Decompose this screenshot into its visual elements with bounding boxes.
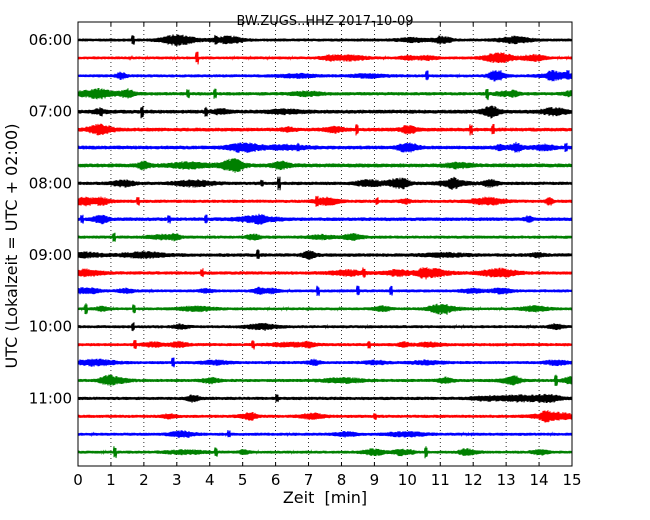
trace-1030 bbox=[77, 357, 573, 368]
x-tick-label: 3 bbox=[172, 471, 182, 489]
trace-0930 bbox=[77, 285, 573, 297]
y-tick-label: 11:00 bbox=[29, 389, 72, 407]
trace-1100 bbox=[77, 393, 573, 404]
seismogram-traces bbox=[77, 34, 573, 459]
y-tick-label: 08:00 bbox=[29, 174, 72, 192]
trace-0700 bbox=[77, 105, 573, 119]
plot-frame bbox=[77, 21, 573, 467]
trace-0630 bbox=[77, 70, 573, 82]
x-tick-label: 10 bbox=[398, 471, 417, 489]
y-axis-ticks: 06:00 07:00 08:00 09:00 10:00 11:00 bbox=[29, 31, 572, 407]
x-tick-label: 8 bbox=[337, 471, 347, 489]
trace-0945 bbox=[77, 303, 573, 315]
trace-0815 bbox=[77, 195, 573, 207]
x-tick-label: 4 bbox=[205, 471, 215, 489]
trace-0830 bbox=[77, 213, 573, 225]
trace-0845 bbox=[77, 232, 573, 242]
y-tick-label: 06:00 bbox=[29, 31, 72, 49]
x-tick-label: 12 bbox=[464, 471, 483, 489]
trace-0745 bbox=[77, 158, 573, 173]
x-axis-ticks: 0 1 2 3 4 5 6 7 8 9 10 11 12 13 14 15 bbox=[73, 22, 582, 489]
trace-1015 bbox=[77, 340, 573, 350]
x-tick-label: 15 bbox=[562, 471, 581, 489]
trace-0730 bbox=[77, 141, 573, 153]
trace-0900 bbox=[77, 249, 573, 260]
trace-1145 bbox=[77, 446, 573, 459]
trace-0715 bbox=[77, 123, 573, 136]
trace-1000 bbox=[77, 322, 573, 332]
trace-0615 bbox=[77, 51, 573, 65]
trace-1130 bbox=[77, 430, 573, 439]
x-tick-label: 6 bbox=[271, 471, 281, 489]
x-tick-label: 13 bbox=[497, 471, 516, 489]
x-tick-label: 7 bbox=[304, 471, 314, 489]
trace-0600 bbox=[77, 34, 573, 46]
trace-0915 bbox=[77, 267, 573, 280]
x-axis-label: Zeit [min] bbox=[283, 488, 367, 507]
x-tick-label: 1 bbox=[106, 471, 116, 489]
x-tick-label: 11 bbox=[431, 471, 450, 489]
x-tick-label: 2 bbox=[139, 471, 149, 489]
trace-1115 bbox=[77, 410, 573, 423]
y-tick-label: 09:00 bbox=[29, 246, 72, 264]
trace-1045 bbox=[77, 374, 573, 386]
y-tick-label: 07:00 bbox=[29, 103, 72, 121]
x-tick-label: 5 bbox=[238, 471, 248, 489]
y-tick-label: 10:00 bbox=[29, 318, 72, 336]
trace-0800 bbox=[77, 176, 573, 191]
x-tick-label: 0 bbox=[73, 471, 83, 489]
y-axis-label: UTC (Lokalzeit = UTC + 02:00) bbox=[2, 124, 21, 369]
x-tick-label: 9 bbox=[370, 471, 380, 489]
x-tick-label: 14 bbox=[530, 471, 549, 489]
trace-0645 bbox=[77, 87, 573, 101]
